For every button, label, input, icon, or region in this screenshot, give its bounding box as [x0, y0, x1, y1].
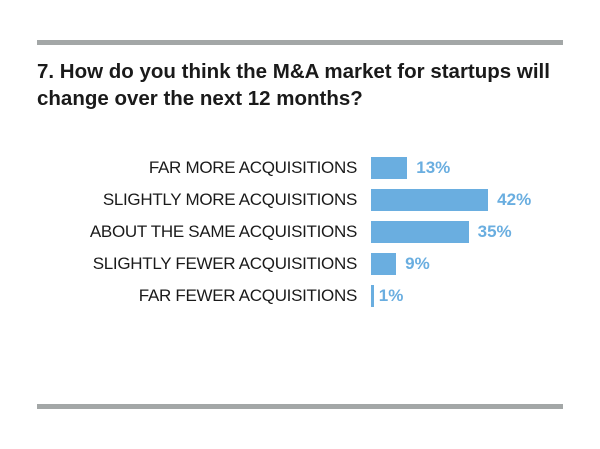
- bottom-rule: [37, 404, 563, 409]
- bar: [371, 221, 469, 243]
- category-label: SLIGHTLY MORE ACQUISITIONS: [102, 190, 357, 209]
- data-label: 13%: [416, 158, 451, 177]
- bar: [371, 189, 489, 211]
- bar-row: FAR FEWER ACQUISITIONS 1%: [0, 285, 600, 307]
- category-label: SLIGHTLY FEWER ACQUISITIONS: [92, 254, 358, 273]
- data-label: 1%: [378, 286, 404, 305]
- top-rule: [37, 40, 563, 45]
- data-label: 42%: [497, 190, 532, 209]
- category-label: FAR FEWER ACQUISITIONS: [138, 286, 358, 305]
- bar: [371, 253, 397, 275]
- chart-title: 7. How do you think the M&A market for s…: [37, 60, 550, 110]
- bar-row: SLIGHTLY MORE ACQUISITIONS 42%: [0, 189, 600, 211]
- bar-row: FAR MORE ACQUISITIONS 13%: [0, 157, 600, 179]
- bar: [371, 285, 374, 307]
- category-label: ABOUT THE SAME ACQUISITIONS: [89, 222, 357, 241]
- bar-row: SLIGHTLY FEWER ACQUISITIONS 9%: [0, 253, 600, 275]
- data-label: 9%: [405, 254, 430, 273]
- data-label: 35%: [477, 222, 512, 241]
- category-label: FAR MORE ACQUISITIONS: [148, 158, 357, 177]
- bar: [371, 157, 408, 179]
- bar-row: ABOUT THE SAME ACQUISITIONS 35%: [0, 221, 600, 243]
